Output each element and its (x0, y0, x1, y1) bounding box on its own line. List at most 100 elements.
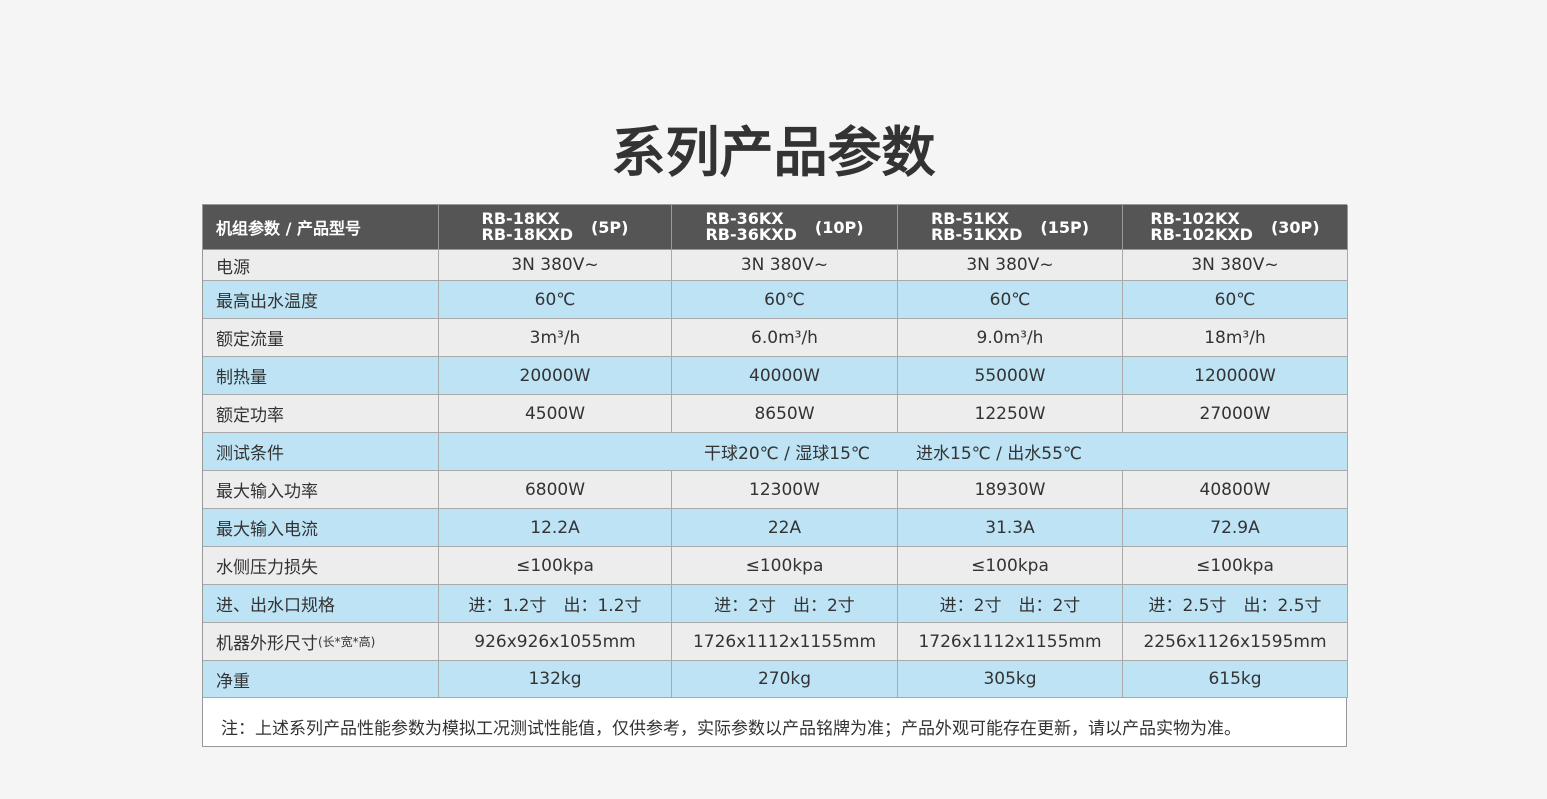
model-name: RB-36KX (705, 209, 784, 228)
cell-text: 3N 380V~ (1191, 255, 1279, 275)
cell: 72.9A (1123, 509, 1348, 547)
spec-table: 机组参数 / 产品型号 RB-18KX RB-18KXD (5P) RB-36KX RB-… (202, 204, 1348, 747)
label-text: 最高出水温度 (216, 292, 318, 312)
model-name: RB-36KXD (705, 225, 797, 244)
cell-text: 9.0m³/h (976, 327, 1044, 348)
model-names: RB-51KX RB-51KXD (931, 211, 1022, 243)
label-text: 进、出水口规格 (216, 596, 335, 616)
model-names: RB-36KX RB-36KXD (705, 211, 796, 243)
merged-cell: 干球20℃ / 湿球15℃ 进水15℃ / 出水55℃ (439, 433, 1348, 471)
cell: 进：2寸 出：2寸 (898, 585, 1123, 623)
cell-text: 60℃ (989, 289, 1031, 310)
header-cell: 机组参数 / 产品型号 (203, 205, 439, 250)
cell-text: 926x926x1055mm (474, 631, 636, 652)
header-cell: RB-102KX RB-102KXD (30P) (1123, 205, 1348, 250)
cell-text: 12.2A (530, 517, 580, 538)
row-label: 水侧压力损失 (203, 547, 439, 585)
row-label: 机器外形尺寸 (长*宽*高) (203, 623, 439, 661)
cell: 27000W (1123, 395, 1348, 433)
cell: 18m³/h (1123, 319, 1348, 357)
cell: 12300W (672, 471, 898, 509)
page-title: 系列产品参数 (611, 121, 936, 184)
cell: 132kg (439, 661, 672, 698)
cell: ≤100kpa (672, 547, 898, 585)
condition-text: 干球20℃ / 湿球15℃ (704, 444, 870, 464)
model-name: RB-18KX (481, 209, 560, 228)
model-name: RB-51KX (930, 209, 1010, 228)
cell-text: 1726x1112x1155mm (692, 631, 877, 652)
model-power: (5P) (590, 217, 629, 237)
cell: 2256x1126x1595mm (1123, 623, 1348, 661)
row-label: 制热量 (203, 357, 439, 395)
note: 注：上述系列产品性能参数为模拟工况测试性能值，仅供参考，实际参数以产品铭牌为准；… (221, 719, 1241, 739)
label-text: 最大输入电流 (216, 520, 318, 540)
cell: 60℃ (672, 281, 898, 319)
cell: ≤100kpa (439, 547, 672, 585)
model-name: RB-102KX (1150, 209, 1240, 228)
cell: 9.0m³/h (898, 319, 1123, 357)
cell: ≤100kpa (898, 547, 1123, 585)
cell: 8650W (672, 395, 898, 433)
row-label: 进、出水口规格 (203, 585, 439, 623)
cell-text: 18930W (974, 479, 1046, 500)
model-power: (10P) (814, 217, 864, 237)
cell: 1726x1112x1155mm (898, 623, 1123, 661)
condition-text: 进水15℃ / 出水55℃ (916, 444, 1082, 464)
model-power: (30P) (1270, 217, 1320, 237)
cell: 3m³/h (439, 319, 672, 357)
cell-text: 60℃ (534, 289, 576, 310)
cell-text: 31.3A (985, 517, 1035, 538)
cell-text: 4500W (524, 403, 586, 424)
cell-text: 进：2寸 出：2寸 (714, 596, 855, 616)
cell-text: 进：1.2寸 出：1.2寸 (468, 596, 642, 616)
cell-text: 1726x1112x1155mm (918, 631, 1102, 652)
cell: 270kg (672, 661, 898, 698)
cell-text: 3N 380V~ (511, 255, 599, 275)
label-text: 机器外形尺寸 (216, 634, 318, 654)
cell-text: ≤100kpa (745, 555, 824, 576)
cell-text: 615kg (1208, 669, 1262, 689)
cell-text: 12300W (749, 479, 820, 500)
cell: 40800W (1123, 471, 1348, 509)
cell: 305kg (898, 661, 1123, 698)
cell-text: 305kg (983, 669, 1037, 689)
header-cell: RB-51KX RB-51KXD (15P) (898, 205, 1123, 250)
cell-text: 6.0m³/h (751, 327, 818, 348)
cell-text: 2256x1126x1595mm (1143, 631, 1327, 652)
cell: 3N 380V~ (898, 250, 1123, 281)
row-label: 额定流量 (203, 319, 439, 357)
cell: 55000W (898, 357, 1123, 395)
cell: ≤100kpa (1123, 547, 1348, 585)
row-label: 测试条件 (203, 433, 439, 471)
cell-text: 进：2.5寸 出：2.5寸 (1148, 596, 1322, 616)
cell: 3N 380V~ (439, 250, 672, 281)
label-text: 额定流量 (216, 330, 284, 350)
cell-text: ≤100kpa (971, 555, 1049, 576)
cell: 12250W (898, 395, 1123, 433)
cell-text: 22A (767, 517, 802, 538)
cell-text: 进：2寸 出：2寸 (939, 596, 1081, 616)
model-name: RB-51KXD (930, 225, 1023, 244)
cell: 3N 380V~ (672, 250, 898, 281)
cell-text: 3N 380V~ (966, 255, 1054, 275)
cell: 6.0m³/h (672, 319, 898, 357)
cell-text: 18m³/h (1204, 327, 1266, 348)
row-label: 电源 (203, 250, 439, 281)
header-cell: RB-36KX RB-36KXD (10P) (672, 205, 898, 250)
cell: 4500W (439, 395, 672, 433)
cell-text: 12250W (974, 403, 1046, 424)
model-name: RB-102KXD (1150, 225, 1253, 244)
cell: 1726x1112x1155mm (672, 623, 898, 661)
cell-text: 72.9A (1210, 517, 1260, 538)
label-text: 电源 (216, 257, 250, 278)
row-label: 最高出水温度 (203, 281, 439, 319)
model-power: (15P) (1040, 217, 1090, 237)
cell-text: 8650W (754, 403, 815, 424)
label-text: 水侧压力损失 (216, 558, 318, 578)
label-text: 制热量 (216, 368, 267, 388)
row-label: 最大输入电流 (203, 509, 439, 547)
cell-text: 6800W (524, 479, 586, 500)
cell: 3N 380V~ (1123, 250, 1348, 281)
cell-text: 60℃ (764, 289, 805, 310)
